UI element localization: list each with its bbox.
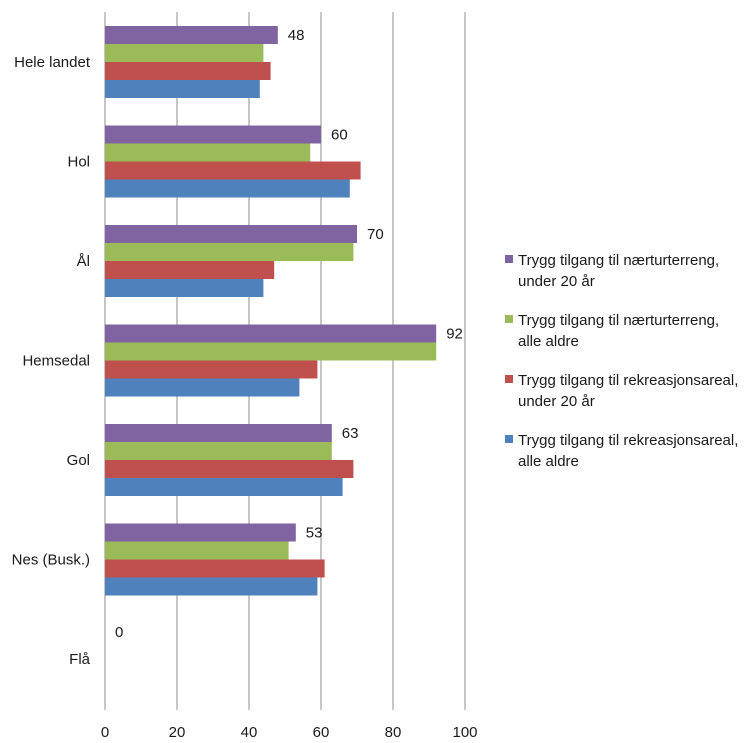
x-tick-label-20: 20: [169, 724, 186, 741]
bar-6-series-4: [105, 577, 318, 596]
bar-5-series-1: [105, 424, 332, 442]
bar-5-series-3: [105, 460, 354, 478]
legend-label-2-line-2: alle aldre: [518, 333, 579, 350]
bar-3-series-4: [105, 279, 264, 297]
legend-label-3-line-2: under 20 år: [518, 393, 595, 410]
x-axis-tick-labels: 0 20 40 60 80 100: [101, 724, 478, 741]
data-label-1: 48: [288, 27, 305, 44]
category-label-1: Hele landet: [14, 54, 91, 71]
legend-label-1-line-1: Trygg tilgang til nærturterreng,: [518, 252, 719, 269]
data-label-2: 60: [331, 127, 348, 144]
legend-label-1-line-2: under 20 år: [518, 273, 595, 290]
data-label-5: 63: [342, 425, 359, 442]
bar-2-series-2: [105, 143, 311, 162]
data-label-7: 0: [115, 624, 123, 641]
data-labels: 48 60 70 92 63 53 0: [115, 27, 463, 641]
bar-3-series-3: [105, 261, 275, 279]
legend-swatch-2: [505, 315, 513, 323]
bar-5-series-4: [105, 478, 343, 496]
bar-4-series-3: [105, 360, 318, 379]
data-label-3: 70: [367, 226, 384, 243]
bar-1-series-2: [105, 44, 264, 62]
bar-3-series-2: [105, 243, 354, 261]
data-label-6: 53: [306, 525, 323, 542]
bar-1-series-1: [105, 26, 278, 44]
category-label-5: Gol: [67, 452, 90, 469]
data-label-4: 92: [446, 326, 463, 343]
bar-2-series-4: [105, 179, 350, 198]
x-tick-label-60: 60: [313, 724, 330, 741]
category-label-7: Flå: [69, 651, 90, 668]
bar-6-series-2: [105, 541, 289, 560]
legend-swatch-3: [505, 375, 513, 383]
legend-label-3-line-1: Trygg tilgang til rekreasjonsareal,: [518, 372, 738, 389]
bar-2-series-3: [105, 161, 361, 180]
bar-4-series-1: [105, 324, 437, 343]
category-label-4: Hemsedal: [22, 353, 90, 370]
category-labels: Hele landet Hol Ål Hemsedal Gol Nes (Busk.) Fl…: [12, 54, 91, 668]
bar-6-series-1: [105, 523, 296, 542]
x-tick-label-0: 0: [101, 724, 109, 741]
category-label-3: Ål: [77, 253, 90, 270]
bar-4-series-4: [105, 378, 300, 397]
bar-1-series-3: [105, 62, 271, 80]
category-label-2: Hol: [67, 154, 90, 171]
legend: Trygg tilgang til nærturterreng, under 20…: [505, 252, 738, 470]
bar-6-series-3: [105, 559, 325, 578]
x-tick-label-100: 100: [452, 724, 477, 741]
legend-swatch-1: [505, 255, 513, 263]
x-tick-label-40: 40: [241, 724, 258, 741]
category-label-6: Nes (Busk.): [12, 552, 90, 569]
bar-3-series-1: [105, 225, 357, 243]
legend-swatch-4: [505, 435, 513, 443]
bar-2-series-1: [105, 125, 321, 144]
bar-5-series-2: [105, 442, 332, 460]
bar-4-series-2: [105, 342, 437, 361]
legend-label-4-line-1: Trygg tilgang til rekreasjonsareal,: [518, 432, 738, 449]
bar-1-series-4: [105, 80, 260, 98]
bars: [105, 26, 437, 596]
legend-label-2-line-1: Trygg tilgang til nærturterreng,: [518, 312, 719, 329]
x-tick-label-80: 80: [385, 724, 402, 741]
legend-label-4-line-2: alle aldre: [518, 453, 579, 470]
